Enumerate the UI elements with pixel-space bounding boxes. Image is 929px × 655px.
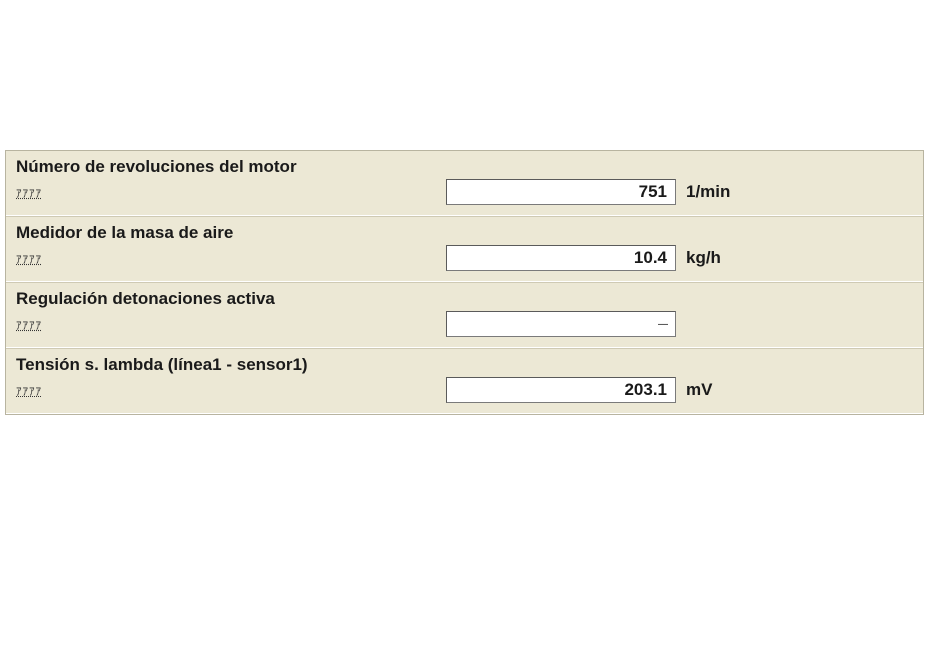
param-unit: kg/h — [686, 248, 721, 268]
param-sublabel: ｱｱｱｱ — [16, 315, 446, 333]
parameter-row: Número de revoluciones del motor ｱｱｱｱ 75… — [6, 151, 923, 216]
param-value-input[interactable]: 203.1 — [446, 377, 676, 403]
param-value: — — [658, 319, 667, 330]
parameter-row: Medidor de la masa de aire ｱｱｱｱ 10.4 kg/… — [6, 216, 923, 282]
param-body: ｱｱｱｱ 10.4 kg/h — [16, 245, 913, 271]
param-value: 203.1 — [624, 380, 667, 400]
param-body: ｱｱｱｱ 203.1 mV — [16, 377, 913, 403]
param-label: Número de revoluciones del motor — [16, 157, 913, 177]
param-unit: mV — [686, 380, 712, 400]
param-value-input[interactable]: 751 — [446, 179, 676, 205]
param-sublabel: ｱｱｱｱ — [16, 249, 446, 267]
param-value: 751 — [639, 182, 667, 202]
param-body: ｱｱｱｱ — — [16, 311, 913, 337]
param-value-input[interactable]: — — [446, 311, 676, 337]
param-sublabel: ｱｱｱｱ — [16, 183, 446, 201]
param-unit: 1/min — [686, 182, 730, 202]
param-label: Tensión s. lambda (línea1 - sensor1) — [16, 355, 913, 375]
parameter-row: Regulación detonaciones activa ｱｱｱｱ — — [6, 282, 923, 348]
parameter-row: Tensión s. lambda (línea1 - sensor1) ｱｱｱ… — [6, 348, 923, 414]
param-sublabel: ｱｱｱｱ — [16, 381, 446, 399]
param-label: Regulación detonaciones activa — [16, 289, 913, 309]
param-body: ｱｱｱｱ 751 1/min — [16, 179, 913, 205]
param-value: 10.4 — [634, 248, 667, 268]
param-value-input[interactable]: 10.4 — [446, 245, 676, 271]
diagnostic-panel: Número de revoluciones del motor ｱｱｱｱ 75… — [5, 150, 924, 415]
param-label: Medidor de la masa de aire — [16, 223, 913, 243]
